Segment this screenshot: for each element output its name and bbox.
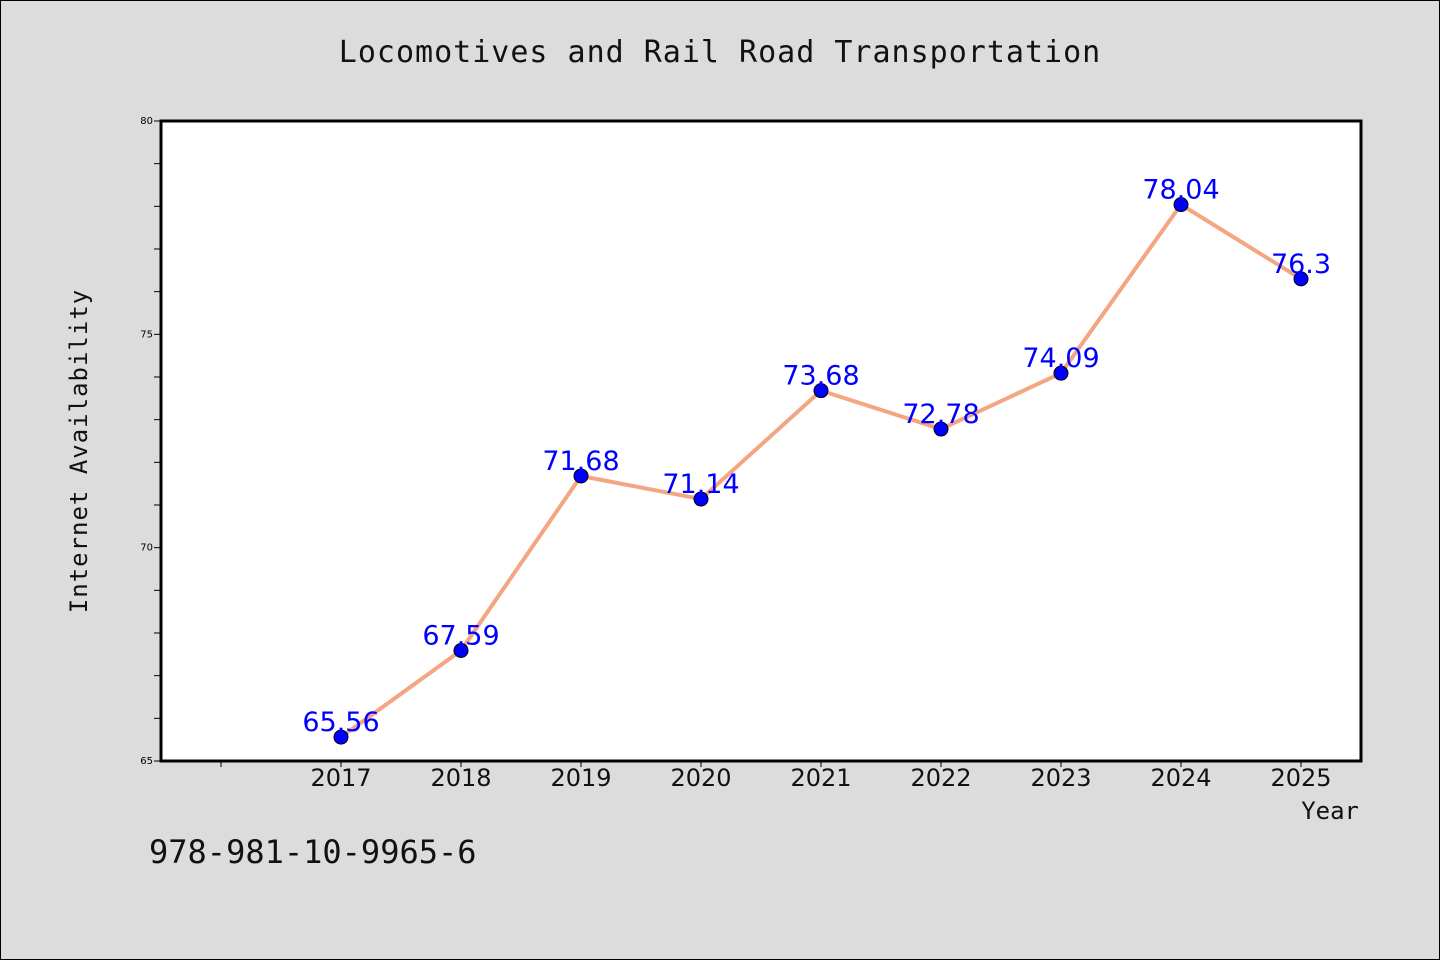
x-tick-label: 2022 [910, 764, 971, 792]
x-tick-label: 2023 [1030, 764, 1091, 792]
data-point [1173, 197, 1189, 213]
data-label: 71.14 [662, 469, 739, 500]
y-tick-label: 75 [140, 329, 153, 340]
x-tick-label: 2024 [1150, 764, 1211, 792]
data-label: 67.59 [422, 620, 499, 651]
data-label: 78.04 [1142, 175, 1219, 206]
data-label: 76.3 [1271, 249, 1331, 280]
x-tick-label: 2025 [1270, 764, 1331, 792]
y-tick-label: 65 [140, 756, 153, 767]
x-axis-label: Year [1301, 797, 1359, 825]
data-point [453, 642, 469, 658]
data-point [933, 421, 949, 437]
data-point [573, 468, 589, 484]
plot-frame [159, 119, 1363, 763]
data-label: 72.78 [902, 399, 979, 430]
data-label: 65.56 [302, 707, 379, 738]
data-label: 73.68 [782, 361, 859, 392]
x-tick-label: 2018 [430, 764, 491, 792]
y-tick-label: 80 [140, 116, 153, 127]
y-tick-label: 70 [140, 543, 153, 554]
x-tick-label: 2021 [790, 764, 851, 792]
data-point [693, 491, 709, 507]
data-point [1053, 365, 1069, 381]
x-tick-label: 2017 [310, 764, 371, 792]
chart-title: Locomotives and Rail Road Transportation [338, 35, 1102, 70]
data-point [333, 729, 349, 745]
x-tick-label: 2020 [670, 764, 731, 792]
data-label: 74.09 [1022, 343, 1099, 374]
data-label: 71.68 [542, 446, 619, 477]
plot-area [161, 121, 1361, 761]
isbn-footer: 978-981-10-9965-6 [149, 833, 477, 871]
data-point [813, 383, 829, 399]
data-point [1293, 271, 1309, 287]
x-tick-label: 2019 [550, 764, 611, 792]
